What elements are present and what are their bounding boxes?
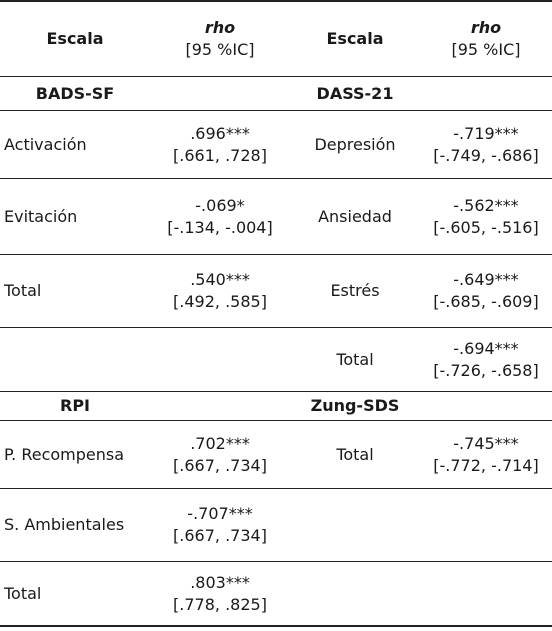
section-label-zung: Zung-SDS — [310, 396, 400, 415]
row-divider — [0, 254, 552, 255]
row-divider — [0, 391, 552, 392]
scale-name: P. Recompensa — [4, 444, 125, 464]
table-row: Evitación -.069* [-.134, -.004] Ansiedad … — [0, 179, 552, 254]
rho-cell-2: -.562*** [-.605, -.516] — [420, 179, 552, 254]
header-scale: Escala — [46, 29, 104, 48]
ci-value: [-.134, -.004] — [167, 217, 273, 237]
rho-value: -.707*** — [187, 504, 253, 523]
header-ci: [95 %IC] — [185, 40, 255, 59]
scale-name-2: Depresión — [314, 134, 396, 154]
scale-name — [0, 328, 154, 391]
row-divider — [0, 488, 552, 489]
scale-name: Total — [4, 281, 42, 300]
scale-name-2: Estrés — [330, 281, 380, 300]
scale-name-2: Total — [336, 444, 374, 464]
rho-value: .540*** — [190, 270, 250, 289]
table-row: Activación .696*** [.661, .728] Depresión… — [0, 111, 552, 178]
row-divider — [0, 327, 552, 328]
rho-cell: .540*** [.492, .585] — [150, 255, 290, 327]
header-ci-2: [95 %IC] — [451, 40, 521, 59]
ci-value: [.667, .734] — [173, 526, 267, 545]
section-heading-row: BADS-SF DASS-21 — [0, 77, 552, 110]
rho-value-2: -.745*** — [453, 433, 519, 453]
table-top-rule — [0, 0, 552, 2]
ci-value-2: [-.772, -.714] — [433, 455, 539, 475]
table-row: S. Ambientales -.707*** [.667, .734] — [0, 489, 552, 561]
rho-value-2: -.649*** — [453, 270, 519, 289]
row-divider — [0, 420, 552, 421]
header-rho: rho — [204, 18, 236, 37]
rho-cell-2 — [420, 489, 552, 561]
header-scale-2: Escala — [326, 29, 384, 48]
rho-value-2: -.562*** — [453, 195, 519, 215]
ci-value-2: [-.726, -.658] — [433, 360, 539, 380]
scale-name-2: Ansiedad — [318, 206, 392, 226]
ci-value-2: [-.605, -.516] — [433, 217, 539, 237]
section-heading-row: RPI Zung-SDS — [0, 392, 552, 420]
rho-cell-2: -.694*** [-.726, -.658] — [420, 328, 552, 391]
scale-name-2: Total — [336, 349, 374, 369]
section-label-bads: BADS-SF — [35, 83, 115, 103]
scale-name: Evitación — [4, 206, 78, 226]
rho-cell: .803*** [.778, .825] — [150, 562, 290, 625]
rho-cell — [150, 328, 290, 391]
rho-cell-2: -.719*** [-.749, -.686] — [420, 111, 552, 178]
scale-name: Activación — [4, 134, 87, 154]
ci-value-2: [-.749, -.686] — [433, 145, 539, 165]
rho-cell: .696*** [.661, .728] — [150, 111, 290, 178]
rho-cell: -.707*** [.667, .734] — [150, 489, 290, 561]
header-rho-ci: rho [95 %IC] — [150, 2, 290, 76]
ci-value: [.778, .825] — [173, 594, 267, 614]
rho-cell: -.069* [-.134, -.004] — [150, 179, 290, 254]
ci-value: [.661, .728] — [173, 145, 267, 165]
ci-value: [.667, .734] — [173, 455, 267, 475]
scale-name: S. Ambientales — [4, 515, 125, 534]
rho-cell-2 — [420, 562, 552, 625]
section-label-rpi: RPI — [60, 396, 90, 415]
header-row: Escala rho [95 %IC] Escala rho [95 %IC] — [0, 2, 552, 76]
rho-value: .702*** — [190, 433, 250, 453]
rho-cell-2: -.745*** [-.772, -.714] — [420, 421, 552, 488]
row-divider — [0, 178, 552, 179]
section-label-dass: DASS-21 — [316, 83, 394, 103]
rho-value-2: -.694*** — [453, 338, 519, 358]
scale-name-2 — [290, 562, 420, 625]
row-divider — [0, 561, 552, 562]
header-divider — [0, 76, 552, 77]
scale-name: Total — [4, 583, 42, 603]
header-rho-2: rho — [470, 18, 502, 37]
table-row: P. Recompensa .702*** [.667, .734] Total … — [0, 421, 552, 488]
rho-cell-2: -.649*** [-.685, -.609] — [420, 255, 552, 327]
ci-value-2: [-.685, -.609] — [433, 292, 539, 311]
header-rho-ci-2: rho [95 %IC] — [420, 2, 552, 76]
ci-value: [.492, .585] — [173, 292, 267, 311]
rho-cell: .702*** [.667, .734] — [150, 421, 290, 488]
rho-value-2: -.719*** — [453, 123, 519, 143]
table-bottom-rule — [0, 625, 552, 627]
row-divider — [0, 110, 552, 111]
rho-value: .803*** — [190, 572, 250, 592]
table-row: Total .803*** [.778, .825] — [0, 562, 552, 625]
rho-value: -.069* — [195, 195, 245, 215]
table-row: Total .540*** [.492, .585] Estrés -.649**… — [0, 255, 552, 327]
rho-value: .696*** — [190, 123, 250, 143]
scale-name-2 — [290, 489, 420, 561]
table-row: Total -.694*** [-.726, -.658] — [0, 328, 552, 391]
